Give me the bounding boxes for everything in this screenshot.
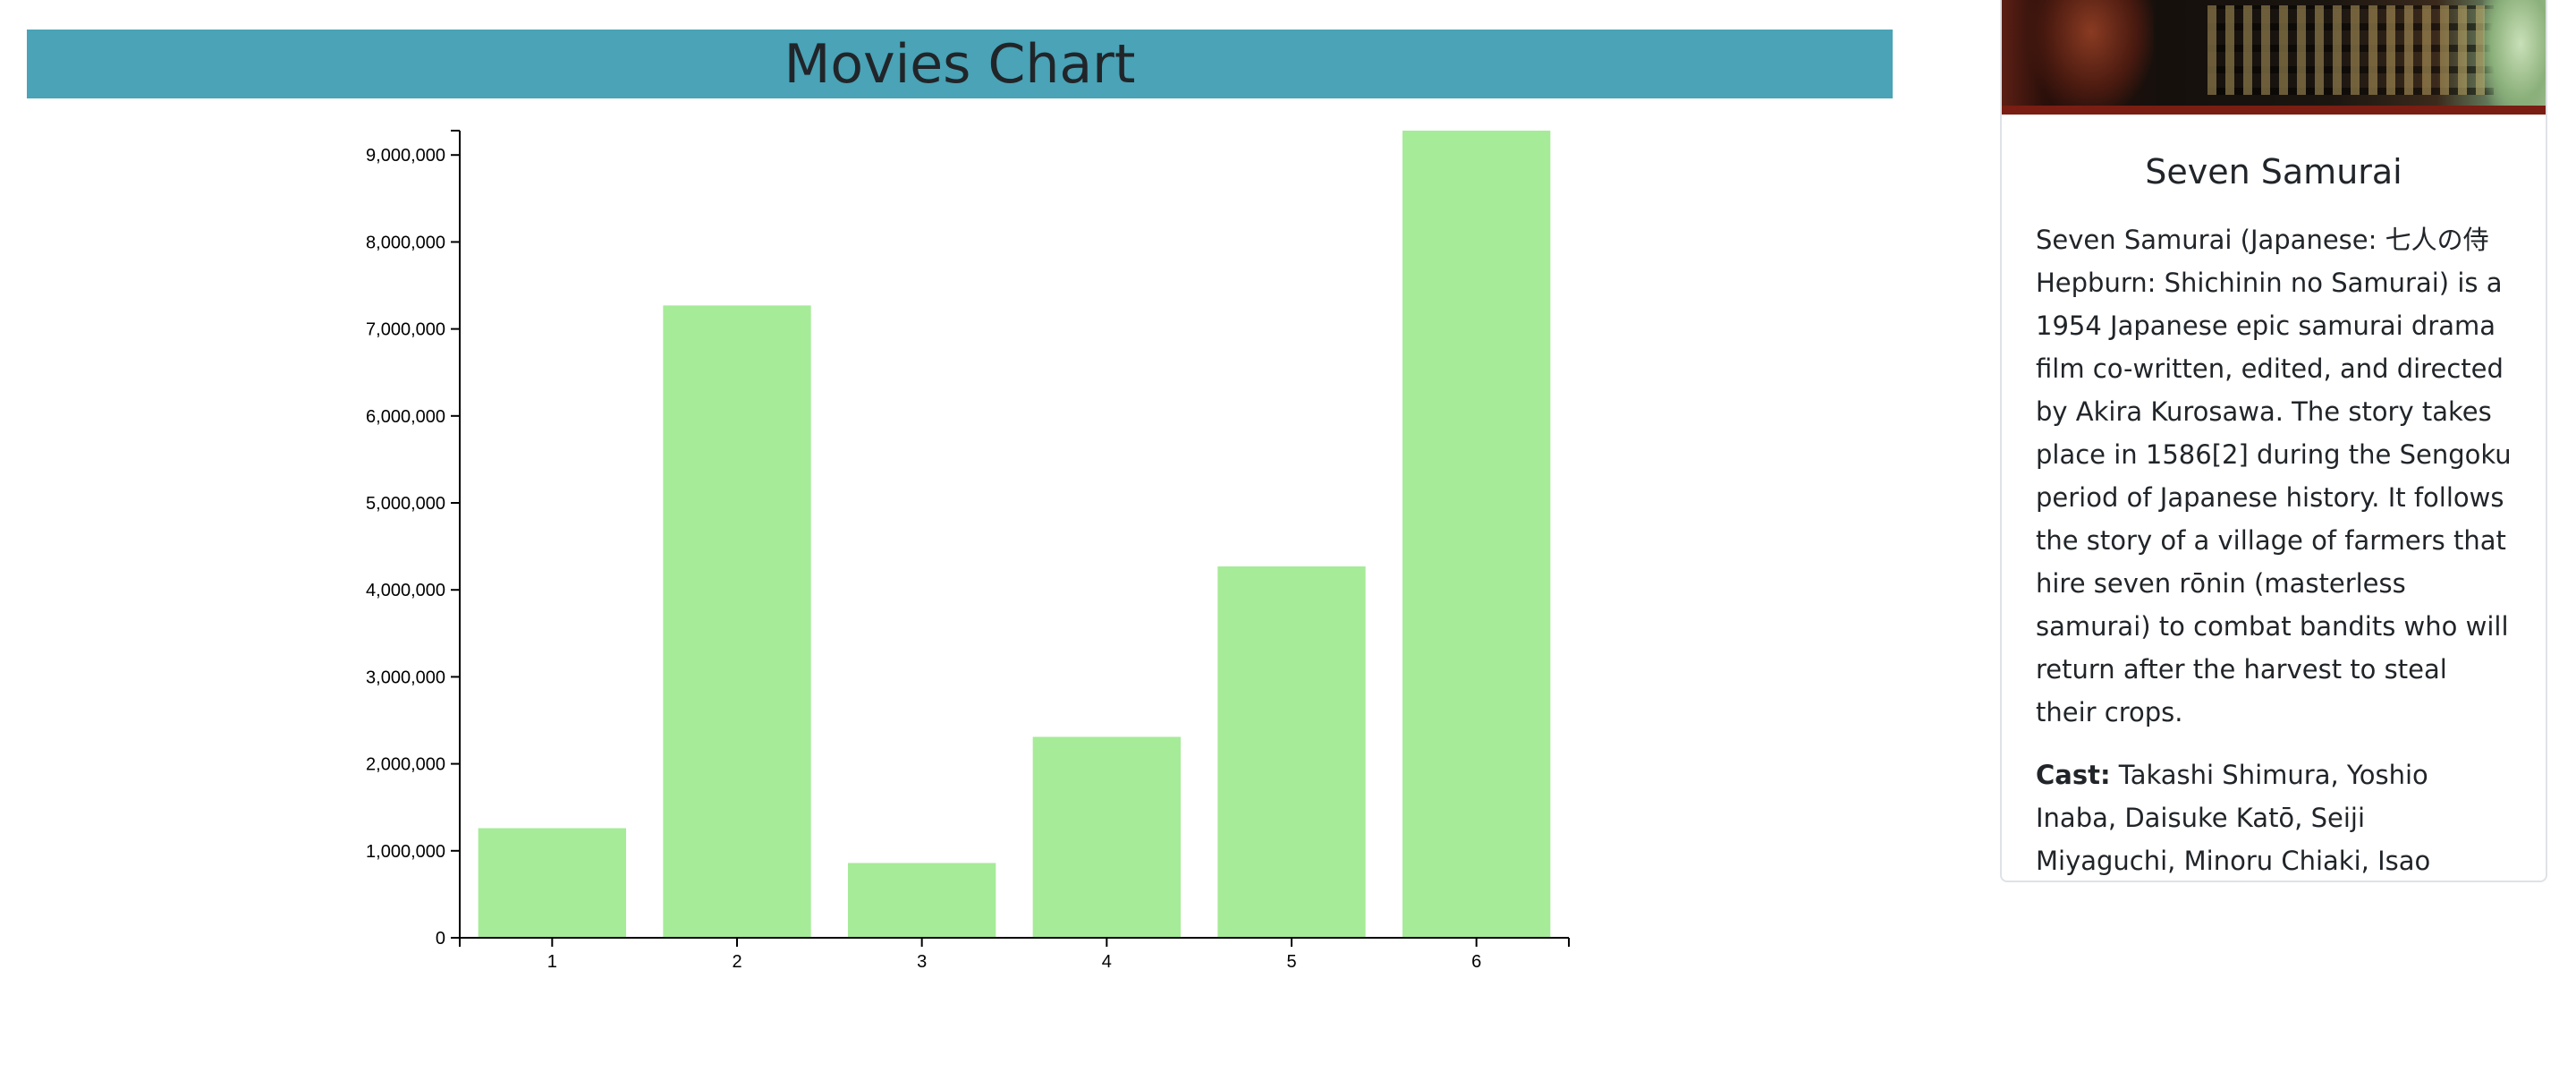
- movie-title: Seven Samurai: [2145, 152, 2402, 191]
- x-tick-label-4: 4: [1102, 952, 1112, 972]
- cast-label: Cast:: [2036, 760, 2111, 790]
- bar-chart: 0 1,000,000 2,000,000 3,000,000 4,000,000 5,0…: [366, 130, 1570, 972]
- y-tick-label-8000000: 8,000,000: [366, 233, 445, 252]
- bar-6: [1402, 131, 1551, 938]
- poster-figure-left: [2029, 0, 2154, 115]
- x-tick-label-2: 2: [732, 952, 741, 972]
- bar-5: [1217, 566, 1366, 938]
- poster-credits-pattern: [2207, 5, 2494, 95]
- movie-poster-image: [2002, 0, 2546, 115]
- y-tick-label-3000000: 3,000,000: [366, 668, 445, 687]
- bar-4: [1032, 736, 1181, 938]
- x-tick-label-6: 6: [1471, 952, 1481, 972]
- movie-description: Seven Samurai (Japanese: 七人の侍 Hepburn: S…: [2036, 225, 2512, 727]
- chart-title: Movies Chart: [784, 32, 1136, 96]
- x-tick-label-3: 3: [917, 952, 927, 972]
- x-tick-label-1: 1: [547, 952, 557, 972]
- cast-list: Takashi Shimura, Yoshio Inaba, Daisuke K…: [2036, 760, 2431, 876]
- chart-title-bar: Movies Chart: [27, 30, 1893, 98]
- y-tick-label-5000000: 5,000,000: [366, 494, 445, 514]
- bar-3: [848, 863, 996, 938]
- poster-band: [2002, 106, 2546, 115]
- y-tick-label-9000000: 9,000,000: [366, 146, 445, 166]
- bar-1: [478, 828, 626, 938]
- y-tick-label-7000000: 7,000,000: [366, 320, 445, 340]
- y-tick-label-2000000: 2,000,000: [366, 755, 445, 775]
- card-body: Seven Samurai Seven Samurai (Japanese: 七…: [2002, 152, 2546, 881]
- x-tick-label-5: 5: [1286, 952, 1296, 972]
- y-tick-label-4000000: 4,000,000: [366, 581, 445, 600]
- y-tick-label-0: 0: [436, 929, 445, 949]
- y-tick-label-6000000: 6,000,000: [366, 407, 445, 427]
- movie-cast: Cast: Takashi Shimura, Yoshio Inaba, Dai…: [2036, 753, 2512, 881]
- bar-2: [663, 305, 811, 938]
- movie-card: Seven Samurai Seven Samurai (Japanese: 七…: [2000, 0, 2547, 882]
- y-tick-label-1000000: 1,000,000: [366, 842, 445, 862]
- poster-figure-right: [2483, 0, 2546, 115]
